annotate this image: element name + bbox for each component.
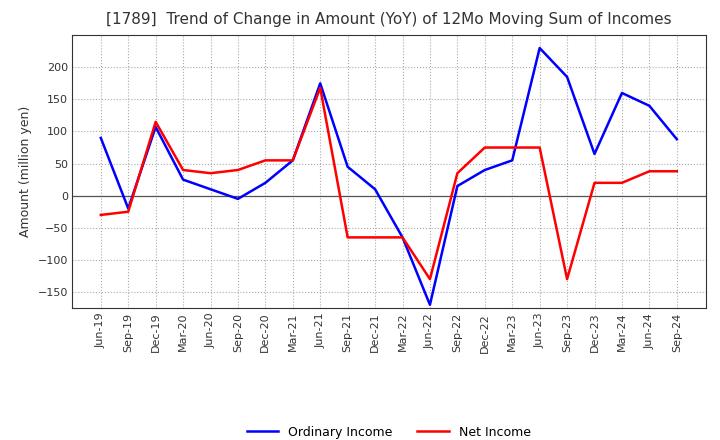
Ordinary Income <box>151 125 160 130</box>
Net Income <box>124 209 132 214</box>
Net Income <box>563 276 572 282</box>
Ordinary Income <box>261 180 270 186</box>
Ordinary Income <box>289 158 297 163</box>
Line: Net Income: Net Income <box>101 88 677 279</box>
Net Income <box>179 167 187 172</box>
Ordinary Income <box>618 90 626 95</box>
Ordinary Income <box>590 151 599 157</box>
Net Income <box>618 180 626 186</box>
Line: Ordinary Income: Ordinary Income <box>101 48 677 305</box>
Ordinary Income <box>672 136 681 142</box>
Ordinary Income <box>179 177 187 182</box>
Title: [1789]  Trend of Change in Amount (YoY) of 12Mo Moving Sum of Incomes: [1789] Trend of Change in Amount (YoY) o… <box>106 12 672 27</box>
Net Income <box>672 169 681 174</box>
Ordinary Income <box>371 187 379 192</box>
Ordinary Income <box>343 164 352 169</box>
Net Income <box>453 171 462 176</box>
Ordinary Income <box>508 158 516 163</box>
Net Income <box>371 235 379 240</box>
Ordinary Income <box>536 45 544 51</box>
Ordinary Income <box>563 74 572 80</box>
Ordinary Income <box>480 167 489 172</box>
Ordinary Income <box>96 135 105 140</box>
Net Income <box>289 158 297 163</box>
Net Income <box>206 171 215 176</box>
Net Income <box>426 276 434 282</box>
Net Income <box>480 145 489 150</box>
Net Income <box>316 85 325 91</box>
Legend: Ordinary Income, Net Income: Ordinary Income, Net Income <box>242 421 536 440</box>
Net Income <box>96 212 105 217</box>
Ordinary Income <box>233 196 242 202</box>
Ordinary Income <box>206 187 215 192</box>
Net Income <box>233 167 242 172</box>
Net Income <box>261 158 270 163</box>
Ordinary Income <box>124 206 132 211</box>
Net Income <box>645 169 654 174</box>
Ordinary Income <box>398 235 407 240</box>
Ordinary Income <box>316 81 325 86</box>
Ordinary Income <box>645 103 654 108</box>
Net Income <box>536 145 544 150</box>
Net Income <box>590 180 599 186</box>
Ordinary Income <box>453 183 462 189</box>
Net Income <box>343 235 352 240</box>
Net Income <box>508 145 516 150</box>
Net Income <box>151 119 160 125</box>
Ordinary Income <box>426 302 434 308</box>
Net Income <box>398 235 407 240</box>
Y-axis label: Amount (million yen): Amount (million yen) <box>19 106 32 237</box>
